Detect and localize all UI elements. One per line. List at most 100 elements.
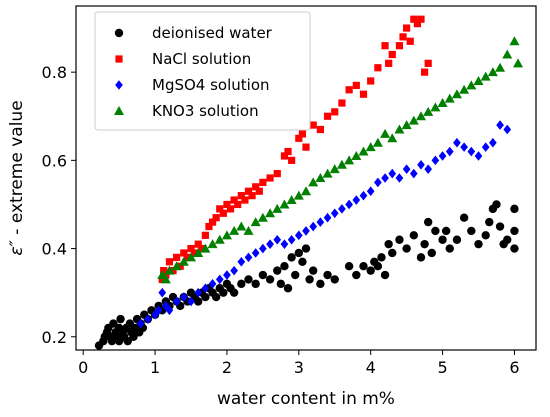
- data-point: [308, 266, 318, 275]
- data-point: [179, 292, 188, 302]
- data-point: [291, 270, 300, 280]
- data-point: [301, 244, 311, 253]
- data-point: [473, 75, 484, 85]
- data-point: [388, 168, 397, 179]
- x-tick-label: 5: [437, 358, 447, 377]
- data-point: [266, 174, 274, 182]
- data-point: [194, 287, 203, 298]
- data-point: [252, 183, 260, 191]
- data-point: [280, 262, 289, 271]
- data-point: [409, 231, 419, 240]
- legend-label: deionised water: [152, 24, 273, 42]
- y-axis-label: ε″ - extreme value: [7, 100, 27, 255]
- data-point: [223, 270, 231, 280]
- data-point: [237, 279, 246, 289]
- data-point: [208, 279, 217, 289]
- data-point: [408, 115, 419, 125]
- data-point: [229, 225, 240, 235]
- data-point: [467, 146, 476, 157]
- data-point: [336, 159, 347, 169]
- data-point: [316, 217, 325, 227]
- data-point: [169, 267, 177, 275]
- data-point: [374, 177, 382, 188]
- data-point: [359, 190, 368, 201]
- data-point: [381, 42, 389, 50]
- data-point: [198, 244, 206, 253]
- data-point: [366, 186, 375, 197]
- data-point: [399, 33, 407, 41]
- data-point: [394, 124, 405, 134]
- data-point: [201, 292, 210, 302]
- data-point: [201, 283, 210, 294]
- data-point: [366, 266, 375, 275]
- data-point: [323, 212, 332, 223]
- data-point: [459, 84, 470, 94]
- data-point: [395, 42, 404, 50]
- data-point: [248, 192, 256, 200]
- data-point: [180, 249, 188, 257]
- data-point: [427, 248, 436, 258]
- data-point: [294, 230, 303, 241]
- data-point: [251, 248, 260, 258]
- data-point: [302, 226, 310, 236]
- data-point: [485, 217, 494, 227]
- data-point: [154, 305, 163, 316]
- data-point: [226, 205, 235, 213]
- data-point: [474, 151, 483, 161]
- data-point: [352, 270, 361, 280]
- legend-marker: [115, 55, 123, 63]
- data-point: [430, 102, 441, 112]
- data-point: [402, 244, 411, 253]
- data-point: [416, 253, 426, 262]
- legend-marker: [114, 106, 124, 115]
- data-point: [417, 15, 425, 23]
- data-points-layer: [94, 15, 524, 350]
- plot-area-frame: [75, 5, 537, 351]
- data-point: [445, 146, 454, 157]
- data-point: [230, 196, 238, 204]
- data-point: [123, 336, 132, 346]
- x-tick-label: 4: [366, 358, 376, 377]
- data-point: [229, 288, 239, 297]
- data-point: [510, 226, 519, 236]
- legend: deionised water NaCl solution MgSO4 soluti…: [94, 11, 311, 131]
- data-point: [438, 151, 447, 161]
- data-point: [212, 214, 220, 222]
- data-point: [385, 59, 393, 67]
- y-tick-label: 0.4: [42, 240, 67, 259]
- data-point: [178, 256, 189, 266]
- data-point: [380, 128, 391, 138]
- data-point: [287, 253, 296, 262]
- data-point: [302, 143, 310, 151]
- data-point: [513, 58, 524, 68]
- x-tick-label: 6: [509, 358, 519, 377]
- data-point: [265, 208, 276, 218]
- data-point: [309, 121, 317, 129]
- data-point: [372, 137, 383, 147]
- data-point: [309, 221, 318, 232]
- data-point: [492, 200, 501, 209]
- legend-label: KNO3 solution: [152, 102, 259, 120]
- data-point: [298, 257, 307, 266]
- data-point: [298, 130, 307, 138]
- data-point: [284, 147, 292, 156]
- data-point: [510, 244, 519, 253]
- data-point: [283, 284, 293, 293]
- data-point: [352, 195, 361, 205]
- data-point: [437, 98, 448, 108]
- data-point: [330, 275, 339, 284]
- data-point: [316, 125, 324, 134]
- data-point: [420, 239, 429, 249]
- data-point: [460, 142, 468, 152]
- data-point: [187, 296, 195, 307]
- data-point: [424, 59, 432, 67]
- y-tick-label: 0.6: [42, 151, 67, 170]
- data-point: [344, 155, 355, 165]
- series-kno3-solution: [157, 36, 524, 284]
- data-point: [171, 261, 182, 271]
- x-tick-label: 2: [222, 358, 232, 377]
- data-point: [510, 204, 519, 214]
- data-point: [258, 270, 268, 280]
- data-point: [316, 279, 325, 289]
